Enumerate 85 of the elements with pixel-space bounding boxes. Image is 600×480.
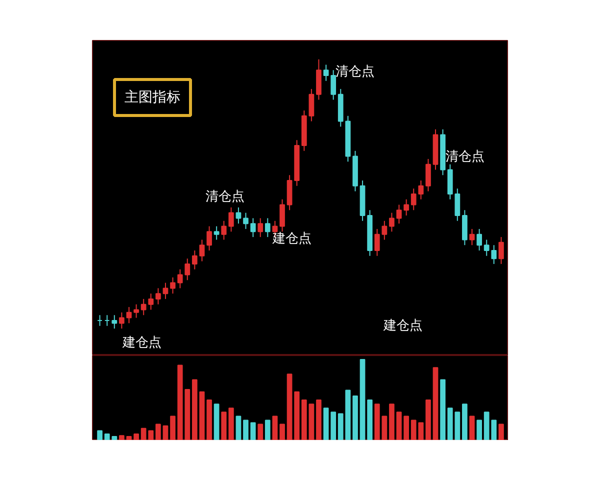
candlestick — [258, 218, 264, 238]
candlestick — [199, 239, 205, 262]
bar — [308, 404, 314, 440]
candlestick — [140, 298, 146, 316]
annotation: 清仓点 — [206, 190, 244, 204]
candlestick — [498, 236, 504, 264]
bar — [294, 391, 300, 440]
candlestick — [330, 70, 336, 100]
bar — [432, 367, 438, 440]
annotation: 建仓点 — [272, 232, 312, 246]
candlestick — [396, 204, 402, 224]
candlestick — [126, 306, 132, 324]
candlestick — [404, 198, 410, 216]
bar — [119, 435, 124, 440]
bar — [264, 420, 270, 440]
candlestick — [221, 220, 227, 240]
candlestick — [236, 206, 242, 224]
candlestick — [382, 220, 388, 240]
candlestick — [426, 158, 431, 192]
bar — [367, 400, 373, 440]
candlestick — [170, 276, 176, 294]
candlestick — [323, 64, 329, 82]
bar — [352, 395, 358, 440]
candlestick — [484, 239, 490, 256]
candlestick — [162, 282, 168, 300]
candlestick — [206, 226, 212, 251]
bar — [258, 424, 264, 440]
candlestick — [228, 206, 234, 232]
bar — [228, 408, 234, 440]
candlestick — [119, 312, 124, 330]
bar — [236, 416, 242, 440]
candlestick — [112, 314, 118, 330]
bar — [396, 412, 402, 440]
candlestick — [491, 244, 497, 264]
bar — [97, 430, 102, 440]
candlestick — [454, 188, 460, 222]
bar — [280, 424, 285, 440]
bar — [199, 391, 205, 440]
text: 建仓点 — [122, 336, 162, 350]
candlestick — [243, 212, 248, 230]
bar — [404, 416, 410, 440]
annotation: 清仓点 — [446, 150, 484, 164]
bar — [389, 404, 394, 440]
bar — [323, 408, 329, 440]
bar — [155, 424, 161, 440]
bar — [214, 404, 220, 440]
annotation: 建仓点 — [382, 318, 422, 334]
bar — [316, 400, 322, 440]
bar — [243, 420, 248, 440]
candlestick — [264, 218, 270, 238]
bar — [469, 416, 475, 440]
candlestick — [389, 212, 394, 232]
bar — [192, 379, 198, 440]
bar — [170, 416, 176, 440]
candlestick — [476, 228, 482, 251]
bar — [360, 359, 366, 440]
bar — [221, 412, 227, 440]
bar — [440, 379, 446, 440]
bar — [134, 434, 139, 440]
candlestick — [469, 228, 475, 246]
annotation: 清仓点 — [336, 64, 374, 80]
bar — [272, 416, 278, 440]
bar — [250, 422, 256, 440]
candlestick — [148, 293, 154, 310]
bar — [301, 400, 307, 440]
bar — [476, 420, 482, 440]
bar — [126, 436, 132, 440]
bar — [330, 412, 336, 440]
text: 主图指标 — [124, 90, 180, 106]
candlestick — [410, 188, 416, 211]
candlestick — [280, 198, 285, 232]
bar — [426, 400, 431, 440]
candlestick — [250, 218, 256, 238]
candlestick — [134, 304, 139, 318]
candlestick — [192, 250, 198, 270]
bar — [162, 425, 168, 440]
candlestick — [374, 228, 380, 256]
candlestick — [308, 88, 314, 122]
candlestick — [214, 226, 220, 240]
bar — [498, 424, 504, 440]
bar — [462, 404, 468, 440]
candlestick — [155, 288, 161, 305]
bar — [206, 400, 212, 440]
bar — [286, 374, 292, 440]
candlestick — [418, 180, 424, 200]
